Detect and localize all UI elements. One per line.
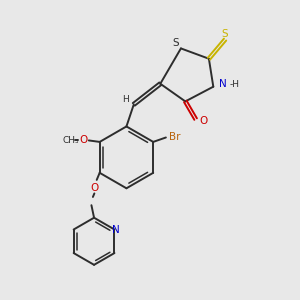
- Text: Br: Br: [169, 133, 181, 142]
- Text: N: N: [219, 79, 226, 89]
- Text: O: O: [199, 116, 207, 126]
- Text: CH₃: CH₃: [63, 136, 80, 145]
- Text: S: S: [222, 29, 228, 39]
- Text: N: N: [112, 225, 120, 235]
- Text: S: S: [172, 38, 179, 48]
- Text: O: O: [91, 183, 99, 193]
- Text: -H: -H: [230, 80, 239, 89]
- Text: H: H: [122, 94, 129, 103]
- Text: O: O: [80, 135, 88, 146]
